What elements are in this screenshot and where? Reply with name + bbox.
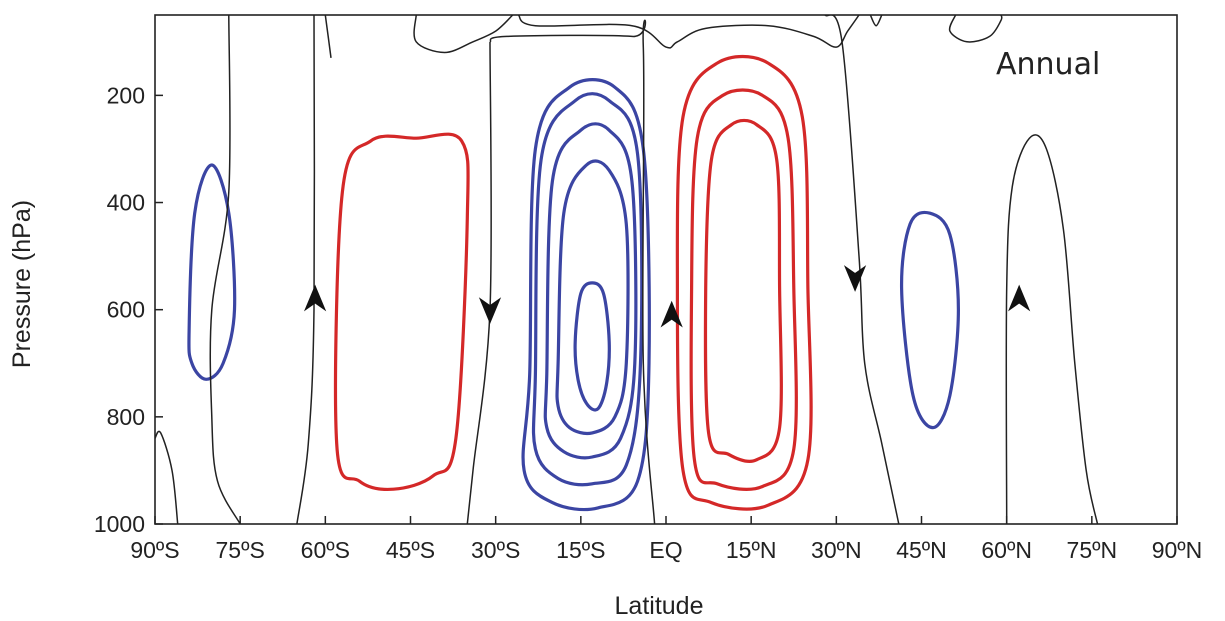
x-tick-label: 75ºS: [216, 537, 265, 563]
x-tick-label: 75ºN: [1067, 537, 1118, 563]
circulation-arrow-up-0: [303, 284, 327, 312]
negative-contour-3: [531, 92, 644, 487]
x-tick-label: 30ºN: [811, 537, 862, 563]
circulation-arrow-down-1: [478, 297, 502, 324]
x-tick-label: EQ: [649, 537, 682, 563]
circulation-arrow-up-2: [660, 300, 683, 328]
y-axis: 200 400 600 800 1000: [94, 82, 163, 537]
x-tick-label: 90ºS: [130, 537, 179, 563]
circulation-arrow-down-3: [843, 265, 867, 292]
x-tick-label: 60ºS: [301, 537, 350, 563]
zero-contour-1: [209, 15, 241, 524]
circulation-arrow-up-4: [1008, 284, 1031, 312]
zero-contour-10: [948, 15, 1003, 43]
x-tick-label: 45ºS: [386, 537, 435, 563]
zero-contour-8: [824, 15, 900, 524]
circulation-arrows: [303, 265, 1031, 328]
negative-contour-2: [521, 78, 651, 512]
y-tick-label: 400: [107, 190, 145, 216]
positive-contour-8: [689, 88, 798, 491]
negative-contour-4: [543, 122, 638, 460]
y-tick-label: 1000: [94, 511, 145, 537]
negative-contour-0: [187, 163, 237, 381]
negative-contour-5: [555, 159, 630, 436]
zero-contour-2: [296, 15, 316, 524]
zero-contour-5: [489, 19, 656, 524]
y-tick-label: 200: [107, 82, 145, 108]
zero-contour-0: [155, 430, 179, 524]
x-axis: 90ºS 75ºS 60ºS 45ºS 30ºS 15ºS EQ 15ºN 30ºN 45ºN 60…: [130, 516, 1202, 563]
x-tick-label: 15ºN: [726, 537, 777, 563]
panel-label: Annual: [996, 47, 1100, 82]
zero-contour-7: [517, 15, 860, 49]
negative-contour-10: [899, 210, 960, 430]
y-tick-label: 600: [107, 297, 145, 323]
zero-contour-9: [869, 15, 883, 27]
x-tick-label: 60ºN: [981, 537, 1032, 563]
y-tick-label: 800: [107, 404, 145, 430]
contour-layer: [187, 54, 960, 512]
zero-contour-layer: [155, 15, 1099, 524]
zero-contour-4: [466, 41, 492, 524]
x-tick-label: 15ºS: [556, 537, 605, 563]
x-tick-label: 90ºN: [1152, 537, 1203, 563]
x-tick-label: 30ºS: [471, 537, 520, 563]
zero-contour-6: [413, 15, 514, 54]
x-tick-label: 45ºN: [896, 537, 947, 563]
zero-contour-11: [1005, 134, 1099, 524]
x-axis-title: Latitude: [615, 592, 704, 620]
negative-contour-6: [573, 281, 611, 412]
y-axis-title: Pressure (hPa): [8, 200, 36, 368]
positive-contour-7: [675, 54, 813, 511]
positive-contour-9: [703, 118, 783, 463]
positive-contour-1: [333, 132, 470, 492]
zero-contour-3: [324, 15, 332, 58]
